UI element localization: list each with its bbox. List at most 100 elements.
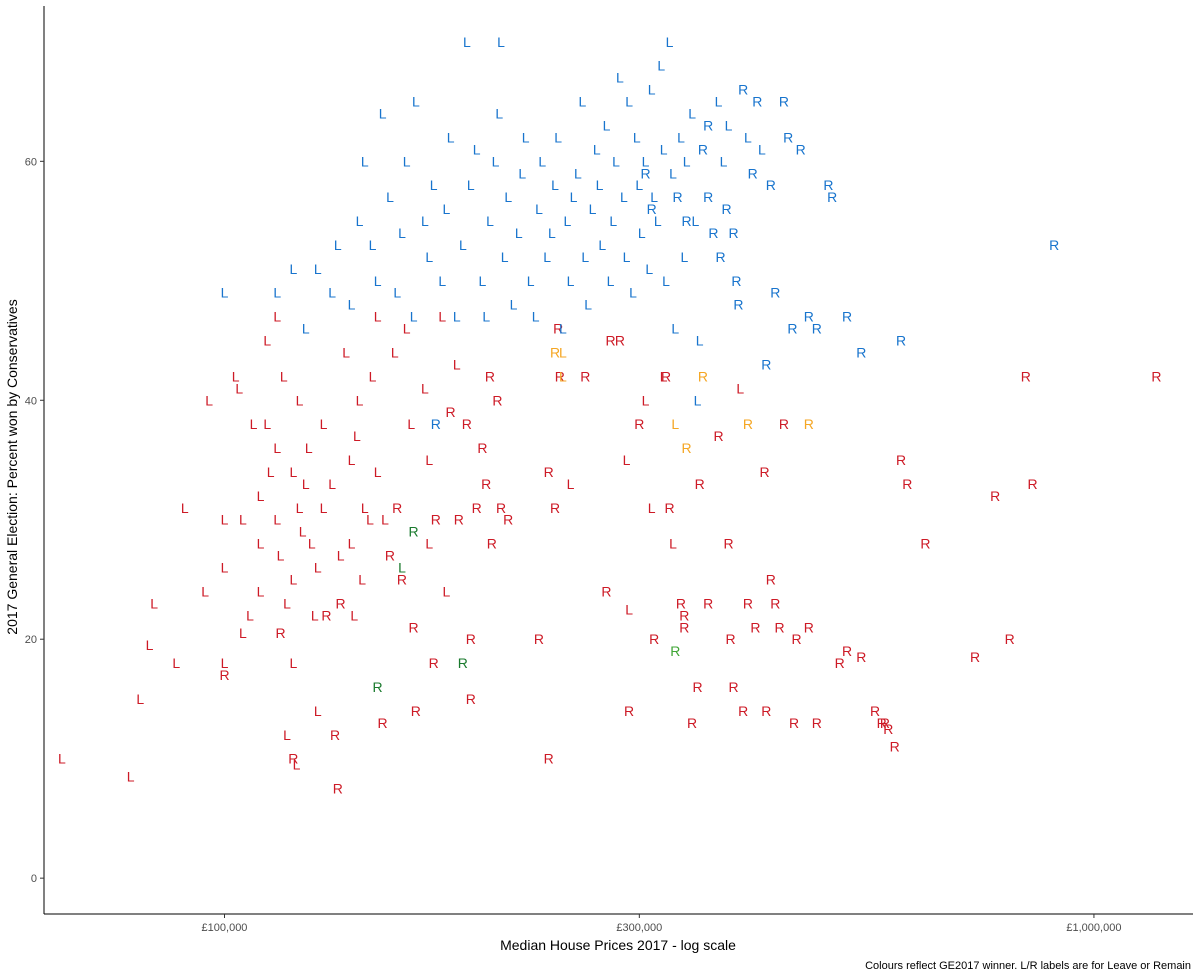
data-point: L — [736, 380, 744, 396]
data-point: R — [770, 595, 780, 611]
data-point: R — [647, 201, 657, 217]
data-point: L — [356, 213, 364, 229]
plot-points: LLLLLLLLLLLLRLLLLLLLLLLLLLLLLRLLLLLLRLLL… — [58, 34, 1162, 797]
data-point: L — [515, 225, 523, 241]
data-point: R — [804, 619, 814, 635]
data-point: L — [136, 691, 144, 707]
data-point: L — [715, 94, 723, 110]
data-point: L — [554, 129, 562, 145]
data-point: L — [671, 416, 679, 432]
data-point: R — [703, 595, 713, 611]
data-point: R — [1028, 476, 1038, 492]
data-point: R — [1005, 631, 1015, 647]
data-point: L — [669, 536, 677, 552]
data-point: L — [616, 70, 624, 86]
data-point: L — [348, 536, 356, 552]
data-point: R — [970, 649, 980, 665]
data-point: L — [302, 321, 310, 337]
data-point: R — [883, 721, 893, 737]
data-point: L — [361, 500, 369, 516]
data-point: R — [601, 583, 611, 599]
data-point: L — [453, 356, 461, 372]
data-point: L — [257, 536, 265, 552]
data-point: R — [409, 524, 419, 540]
data-point: L — [548, 225, 556, 241]
data-point: L — [421, 213, 429, 229]
data-point: R — [392, 500, 402, 516]
data-point: R — [634, 416, 644, 432]
data-point: L — [283, 595, 291, 611]
data-point: L — [648, 500, 656, 516]
data-point: R — [856, 344, 866, 360]
data-point: R — [760, 464, 770, 480]
data-point: R — [783, 129, 793, 145]
data-point: L — [381, 512, 389, 528]
data-point: L — [403, 153, 411, 169]
data-point: R — [462, 416, 472, 432]
data-point: L — [283, 727, 291, 743]
data-point: L — [438, 273, 446, 289]
data-point: R — [544, 464, 554, 480]
data-point: R — [385, 548, 395, 564]
data-point: R — [698, 141, 708, 157]
data-point: L — [328, 285, 336, 301]
y-tick-label: 40 — [25, 395, 37, 407]
data-point: L — [366, 512, 374, 528]
data-point: R — [770, 285, 780, 301]
data-point: L — [289, 261, 297, 277]
data-point: R — [606, 333, 616, 349]
data-point: L — [412, 94, 420, 110]
data-point: R — [748, 165, 758, 181]
data-point: L — [642, 392, 650, 408]
data-point: L — [320, 500, 328, 516]
data-point: R — [870, 703, 880, 719]
data-point: R — [397, 571, 407, 587]
data-point: L — [250, 416, 258, 432]
data-point: R — [726, 631, 736, 647]
data-point: R — [534, 631, 544, 647]
chart-caption: Colours reflect GE2017 winner. L/R label… — [865, 960, 1191, 972]
data-point: L — [629, 285, 637, 301]
data-point: L — [361, 153, 369, 169]
data-point: L — [607, 273, 615, 289]
data-point: L — [543, 249, 551, 265]
data-point: L — [353, 428, 361, 444]
data-point: R — [330, 727, 340, 743]
x-tick-label: £100,000 — [202, 922, 248, 934]
data-point: R — [761, 703, 771, 719]
data-point: L — [501, 249, 509, 265]
data-point: L — [328, 476, 336, 492]
data-point: L — [671, 321, 679, 337]
data-point: R — [896, 452, 906, 468]
y-axis-ticks: 0 20 40 60 — [25, 156, 44, 885]
data-point: L — [386, 189, 394, 205]
data-point: R — [752, 94, 762, 110]
data-point: L — [403, 321, 411, 337]
data-point: R — [827, 189, 837, 205]
data-point: R — [877, 715, 887, 731]
data-point: R — [804, 416, 814, 432]
data-point: L — [463, 34, 471, 50]
x-tick-label: £300,000 — [616, 922, 662, 934]
data-point: R — [722, 201, 732, 217]
data-point: R — [446, 404, 456, 420]
data-point: L — [596, 177, 604, 193]
data-point: R — [1049, 237, 1059, 253]
data-point: R — [738, 703, 748, 719]
data-point: L — [410, 309, 418, 325]
data-point: R — [492, 392, 502, 408]
data-point: L — [257, 488, 265, 504]
data-point: R — [496, 500, 506, 516]
data-point: L — [58, 751, 66, 767]
data-point: L — [660, 368, 668, 384]
data-point: R — [713, 428, 723, 444]
data-point: L — [425, 249, 433, 265]
data-point: L — [273, 285, 281, 301]
data-point: L — [127, 769, 135, 785]
data-point: L — [350, 607, 358, 623]
data-point: L — [289, 464, 297, 480]
data-point: L — [625, 601, 633, 617]
data-point: R — [409, 619, 419, 635]
data-point: L — [374, 464, 382, 480]
